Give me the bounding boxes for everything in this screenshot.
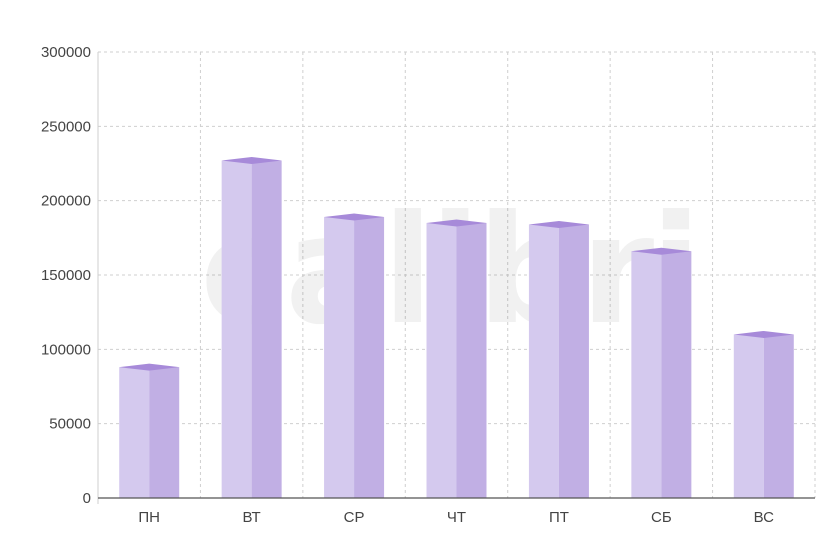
grid-lines [97, 51, 816, 498]
y-tick-label: 50000 [49, 416, 91, 433]
bar-front-face [426, 222, 457, 498]
y-tick-label: 300000 [41, 44, 91, 61]
y-tick-label: 250000 [41, 118, 91, 135]
y-tick-label: 150000 [41, 267, 91, 284]
x-tick-label: ПН [138, 509, 160, 526]
bar-top-face [426, 219, 487, 227]
bar [426, 219, 487, 498]
bar [528, 220, 589, 498]
bar-side-face [251, 160, 282, 498]
bars [119, 157, 794, 498]
x-tick-label: ПТ [549, 509, 569, 526]
bar-top-face [733, 330, 794, 338]
y-tick-label: 100000 [41, 341, 91, 358]
bar-top-face [631, 247, 692, 255]
bar [221, 157, 282, 498]
bar [119, 363, 180, 498]
x-tick-label: ЧТ [447, 509, 466, 526]
bar-front-face [324, 217, 355, 498]
axes [97, 52, 815, 504]
bar-side-face [149, 367, 180, 498]
bar [631, 247, 692, 498]
x-tick-labels: ПН ВТ СР ЧТ ПТ СБ ВС [138, 509, 774, 526]
bar-top-face [119, 363, 180, 371]
y-tick-label: 200000 [41, 193, 91, 210]
x-tick-label: ВС [754, 509, 775, 526]
bar-side-face [456, 222, 487, 498]
bar-front-face [733, 334, 764, 498]
y-tick-label: 0 [83, 490, 91, 507]
bar-side-face [661, 251, 692, 498]
bar-side-face [763, 334, 794, 498]
bar-front-face [221, 160, 252, 498]
bar-top-face [221, 157, 282, 165]
bar-side-face [354, 217, 385, 498]
x-tick-label: ВТ [243, 509, 261, 526]
bar-top-face [324, 213, 385, 221]
bar [324, 213, 385, 498]
bar-front-face [528, 224, 559, 498]
bar-front-face [119, 367, 150, 498]
bar-side-face [558, 224, 589, 498]
bar [733, 330, 794, 498]
bar-front-face [631, 251, 662, 498]
bar-top-face [528, 220, 589, 228]
y-tick-labels: 0 50000 100000 150000 200000 250000 300000 [41, 44, 91, 507]
x-tick-label: СР [344, 509, 365, 526]
x-tick-label: СБ [651, 509, 672, 526]
